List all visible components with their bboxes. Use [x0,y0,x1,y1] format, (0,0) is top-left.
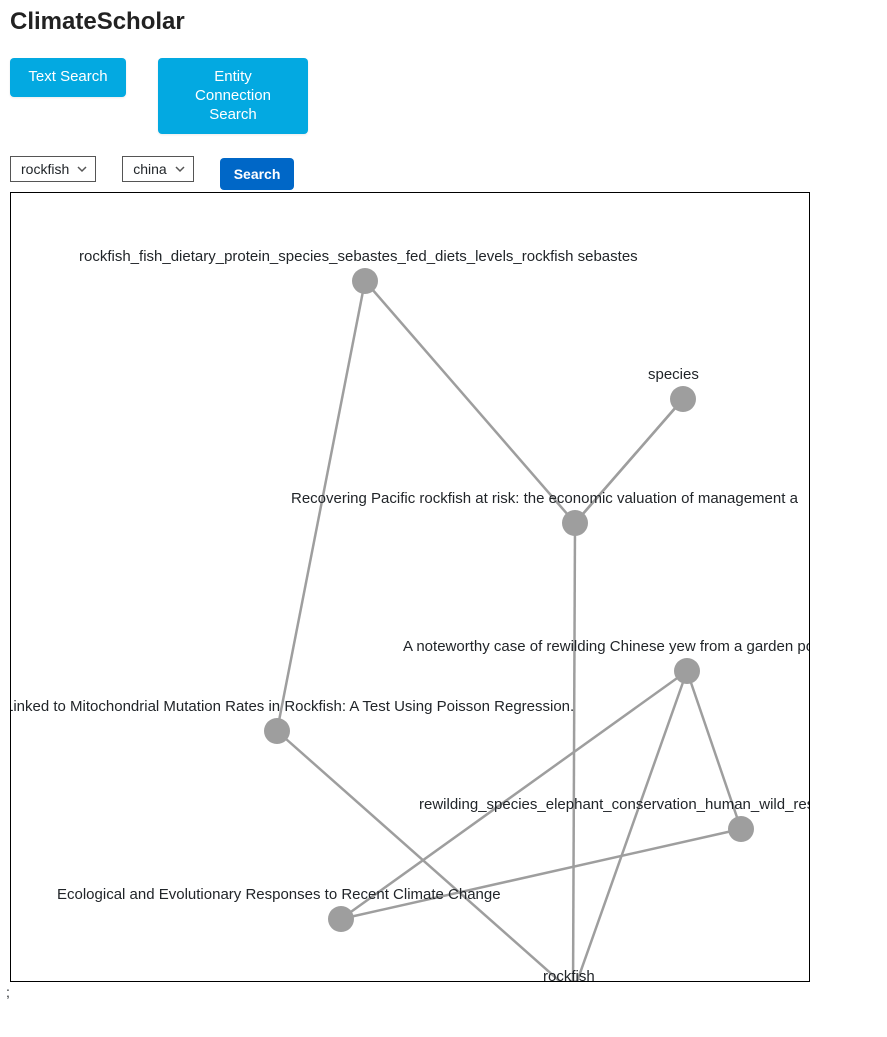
graph-node[interactable] [670,386,696,412]
graph-node-label: Linked to Mitochondrial Mutation Rates i… [11,698,574,715]
graph-node-label: A noteworthy case of rewilding Chinese y… [403,638,810,655]
tab-text-search[interactable]: Text Search [10,58,126,97]
graph-edge [277,731,573,982]
graph-node[interactable] [728,816,754,842]
graph-node[interactable] [352,268,378,294]
page-title: ClimateScholar [0,0,887,48]
graph-node[interactable] [562,510,588,536]
graph-node-label: rewilding_species_elephant_conservation_… [419,796,810,813]
graph-node[interactable] [328,906,354,932]
entity1-select[interactable]: rockfish [10,156,96,182]
entity2-select[interactable]: china [122,156,193,182]
graph-node[interactable] [674,658,700,684]
chevron-down-icon [175,164,185,174]
graph-node-label: species [648,366,699,383]
tab-entity-connection-search[interactable]: EntityConnectionSearch [158,58,308,134]
trailing-semicolon: ; [0,982,887,1002]
entity1-select-value: rockfish [21,161,69,177]
graph-frame: rockfish_fish_dietary_protein_species_se… [10,192,810,982]
search-button[interactable]: Search [220,158,295,190]
graph-node-label: rockfish [543,968,595,982]
graph-node[interactable] [264,718,290,744]
chevron-down-icon [77,164,87,174]
graph-node-label: Recovering Pacific rockfish at risk: the… [291,490,799,507]
graph-edge [365,281,575,523]
network-graph[interactable]: rockfish_fish_dietary_protein_species_se… [11,193,810,982]
graph-edge [573,671,687,982]
graph-wrap: rockfish_fish_dietary_protein_species_se… [10,190,877,982]
entity2-select-value: china [133,161,166,177]
tab-row: Text Search EntityConnectionSearch [0,48,887,144]
graph-edge [341,829,741,919]
graph-node-label: rockfish_fish_dietary_protein_species_se… [79,248,638,265]
graph-node-label: Ecological and Evolutionary Responses to… [57,886,501,903]
controls-row: rockfish china Search [0,144,887,190]
